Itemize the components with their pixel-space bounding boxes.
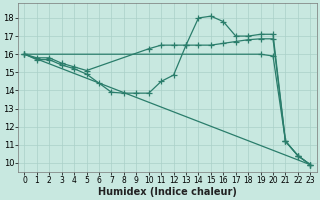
X-axis label: Humidex (Indice chaleur): Humidex (Indice chaleur) [98,187,237,197]
